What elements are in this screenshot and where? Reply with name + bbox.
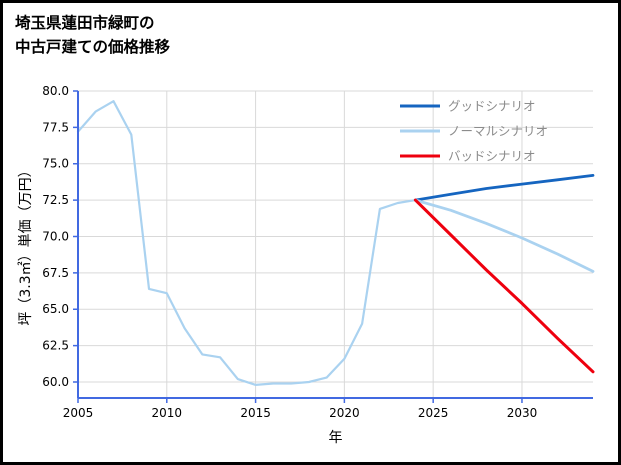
- svg-text:75.0: 75.0: [42, 157, 69, 171]
- y-tick-labels: 60.0 62.5 65.0 67.5 70.0 72.5 75.0 77.5 80.0: [42, 84, 69, 389]
- svg-text:2015: 2015: [240, 406, 271, 420]
- series-normal: [413, 198, 595, 273]
- svg-text:60.0: 60.0: [42, 375, 69, 389]
- svg-text:67.5: 67.5: [42, 266, 69, 280]
- x-tick-labels: 2005 2010 2015 2020 2025 2030: [63, 406, 538, 420]
- x-axis-label: 年: [329, 430, 343, 446]
- chart-title: 埼玉県蓮田市緑町の 中古戸建ての価格推移: [15, 11, 170, 59]
- svg-text:65.0: 65.0: [42, 302, 69, 316]
- legend-label-good: グッドシナリオ: [448, 99, 536, 114]
- legend-label-normal: ノーマルシナリオ: [448, 124, 548, 139]
- svg-text:80.0: 80.0: [42, 84, 69, 98]
- svg-text:77.5: 77.5: [42, 120, 69, 134]
- svg-text:2025: 2025: [418, 406, 449, 420]
- y-axis-label: 坪（3.3㎡）単価（万円）: [18, 163, 34, 325]
- series-good: [413, 173, 595, 202]
- svg-text:2020: 2020: [329, 406, 360, 420]
- axes: [77, 91, 593, 399]
- legend-label-bad: バッドシナリオ: [448, 149, 536, 164]
- svg-text:62.5: 62.5: [42, 339, 69, 353]
- series-lines: [76, 100, 595, 386]
- gridlines: [78, 90, 593, 398]
- series-bad: [413, 198, 595, 374]
- svg-text:2005: 2005: [63, 406, 94, 420]
- chart-title-line2: 中古戸建ての価格推移: [15, 38, 171, 57]
- chart-title-line1: 埼玉県蓮田市緑町の: [15, 14, 155, 32]
- price-trend-chart: 2005 2010 2015 2020 2025 2030 60.0 62.5 65.0 67.5…: [18, 84, 595, 446]
- svg-text:2010: 2010: [152, 406, 183, 420]
- series-history: [76, 100, 417, 386]
- tick-marks: [73, 90, 523, 403]
- svg-text:72.5: 72.5: [42, 193, 69, 207]
- svg-text:2030: 2030: [507, 406, 538, 420]
- svg-text:70.0: 70.0: [42, 229, 69, 243]
